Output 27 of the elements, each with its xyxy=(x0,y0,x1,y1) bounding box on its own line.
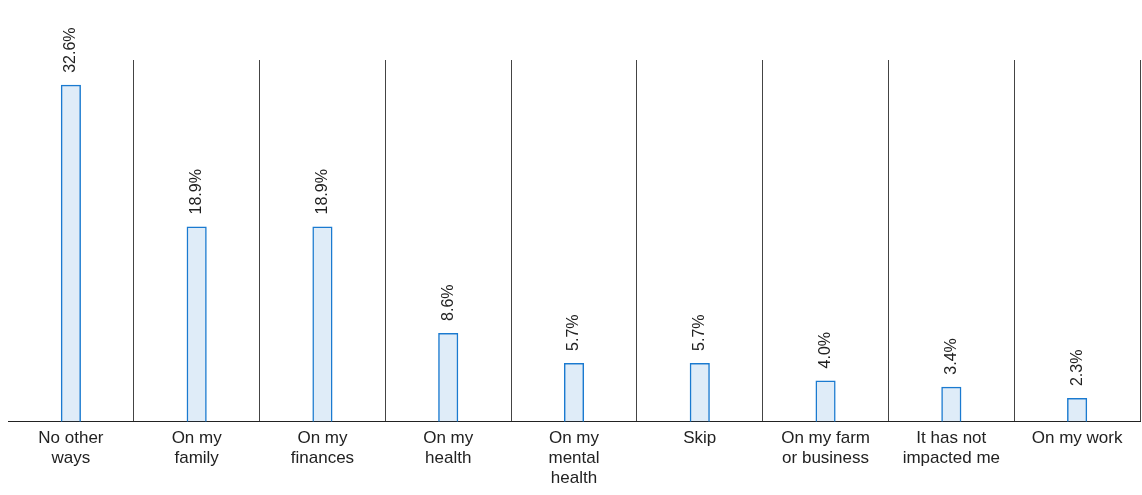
data-label: 4.0% xyxy=(815,331,833,369)
bar xyxy=(689,362,710,422)
bar xyxy=(186,226,207,422)
bar xyxy=(815,380,836,422)
x-tick-label: On my health xyxy=(423,427,474,468)
bar xyxy=(312,226,333,422)
data-label: 18.9% xyxy=(312,169,330,215)
x-tick-label: On my farm or business xyxy=(781,427,870,468)
x-tick-label: On my finances xyxy=(290,427,355,468)
x-tick-label: On my family xyxy=(171,427,223,468)
x-tick-label: On my work xyxy=(1031,427,1123,447)
x-tick-label: No other ways xyxy=(38,427,104,468)
bar xyxy=(60,84,81,422)
x-tick-label: Skip xyxy=(683,427,717,447)
x-tick-label: It has not impacted me xyxy=(902,427,1000,468)
data-label: 5.7% xyxy=(690,314,708,351)
data-label: 5.7% xyxy=(564,314,582,351)
data-label: 8.6% xyxy=(438,284,456,321)
bar xyxy=(563,362,585,422)
data-label: 2.3% xyxy=(1067,349,1085,387)
data-label: 32.6% xyxy=(61,27,79,73)
data-label: 3.4% xyxy=(941,338,959,375)
bar xyxy=(438,332,459,422)
bar xyxy=(941,386,962,422)
bar xyxy=(1067,398,1088,422)
data-label: 18.9% xyxy=(187,169,205,215)
x-tick-label: On my mental health xyxy=(548,427,600,488)
